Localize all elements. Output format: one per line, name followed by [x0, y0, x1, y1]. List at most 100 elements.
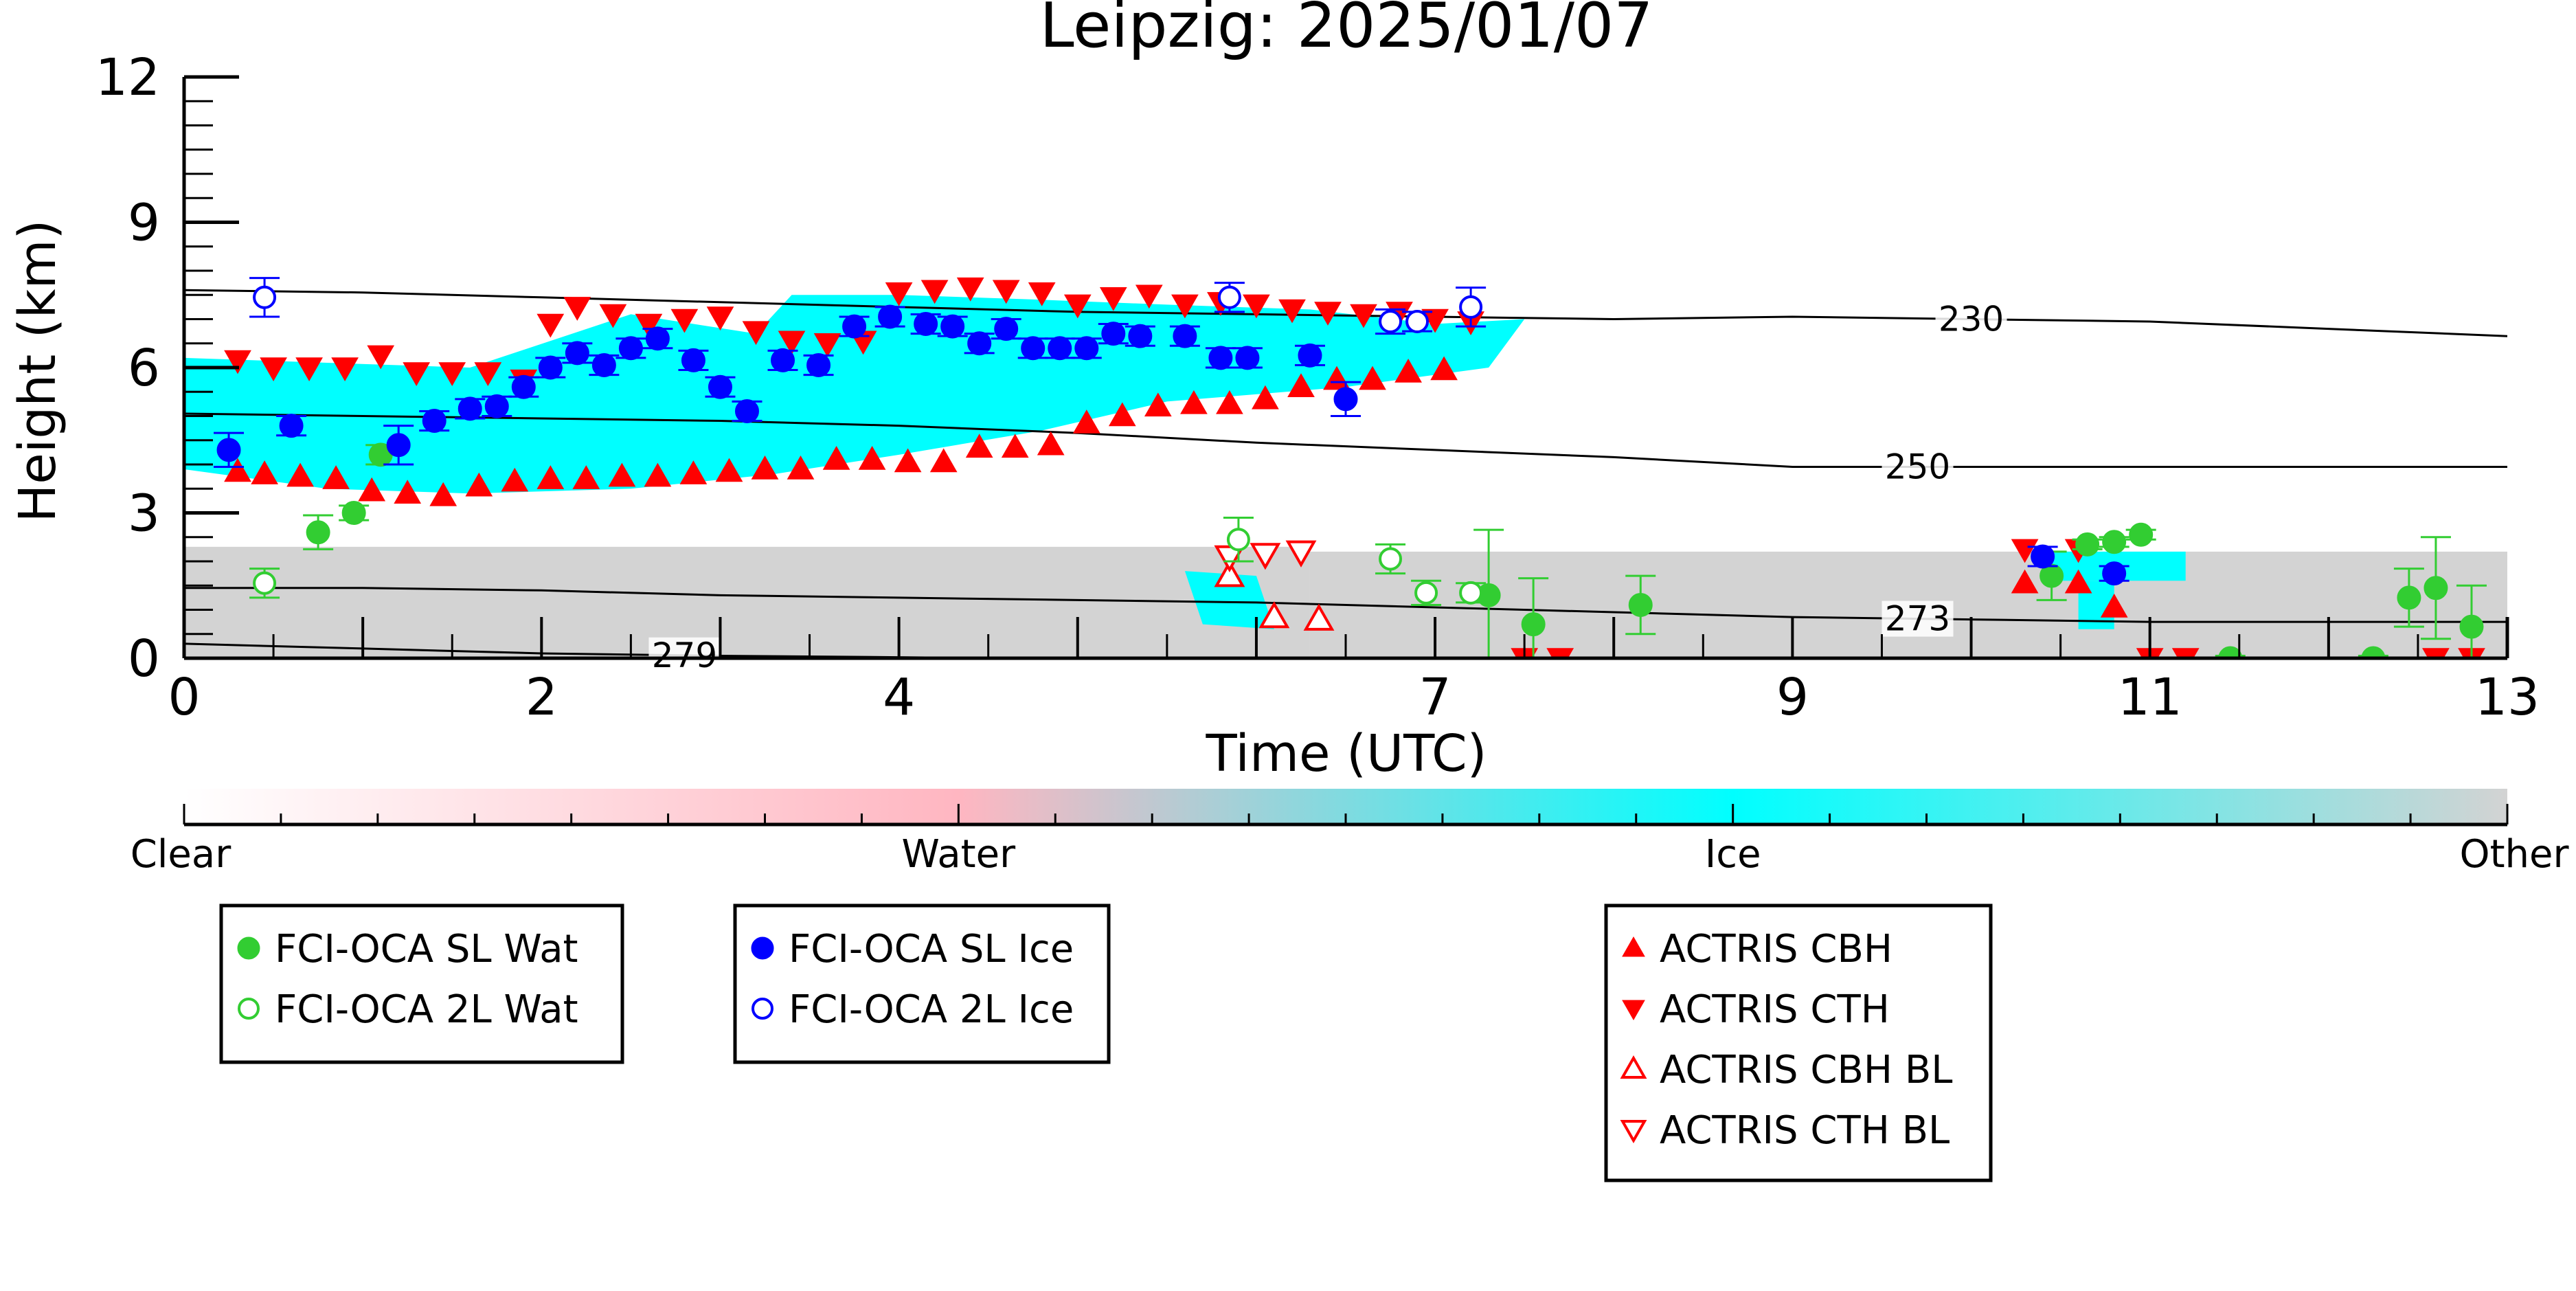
- fci-oca-sl-ice-point-31: [1298, 343, 1322, 368]
- fci-oca-2l-wat-point-4: [1459, 581, 1483, 605]
- fci-oca-sl-ice-point-24: [1048, 336, 1072, 361]
- fci-oca-sl-wat-point-0: [306, 520, 330, 545]
- fci-oca-sl-ice-point-19: [914, 312, 938, 337]
- x-axis-label: Time (UTC): [1205, 724, 1487, 783]
- x-tick-label-0: 0: [168, 668, 200, 727]
- fci-oca-sl-wat-point-6: [2129, 522, 2154, 547]
- legend-label-fci-oca-sl-ice: FCI-OCA SL Ice: [789, 927, 1074, 972]
- fci-oca-sl-wat-point-4: [2075, 532, 2100, 557]
- legend-marker-fci-oca-sl-ice: [751, 936, 774, 960]
- colorbar: Clear Water Ice Other: [131, 789, 2569, 877]
- actris-cth-point-37: [1546, 648, 1574, 658]
- actris-cth-point-38: [2011, 539, 2039, 563]
- fci-oca-sl-ice-point-18: [878, 304, 903, 329]
- actris-cbh-point-4: [358, 477, 386, 502]
- actris-cbh-point-6: [429, 482, 457, 506]
- actris-cbh-point-26: [1144, 392, 1172, 417]
- y-axis-label: Height (km): [8, 220, 67, 523]
- fci-oca-sl-ice-point-27: [1128, 324, 1153, 348]
- fci-oca-sl-ice-point-3: [422, 409, 447, 434]
- actris-cbh-point-20: [929, 448, 958, 473]
- actris-cbh-point-7: [465, 472, 493, 497]
- series-actris-cbh: [224, 356, 2128, 618]
- fci-oca-sl-ice-point-25: [1074, 336, 1099, 361]
- fci-oca-sl-ice-point-13: [708, 374, 732, 399]
- plot-content: [184, 277, 2507, 658]
- actris-cth-point-41: [2171, 648, 2200, 658]
- fci-oca-sl-wat-point-8: [1521, 612, 1546, 637]
- fci-oca-2l-wat-point-1: [1226, 528, 1250, 552]
- fci-oca-sl-ice-point-1: [279, 414, 304, 438]
- fci-oca-2l-wat-point-0: [253, 571, 277, 595]
- contour-label-250: 250: [1885, 447, 1950, 487]
- fci-oca-2l-ice-point-4: [1459, 295, 1483, 319]
- actris-cbh-point-0: [224, 458, 251, 482]
- actris-cth-point-15: [742, 321, 770, 346]
- actris-cth-point-20: [920, 280, 949, 304]
- fci-oca-sl-ice-point-9: [591, 352, 616, 377]
- y-tick-label-6: 6: [128, 339, 160, 398]
- legend-label-fci-oca-2l-ice: FCI-OCA 2L Ice: [789, 987, 1074, 1032]
- fci-oca-sl-ice-point-5: [484, 394, 509, 418]
- colorbar-label-ice: Ice: [1705, 832, 1761, 877]
- actris-cth-point-16: [778, 330, 806, 355]
- contour-250: [184, 412, 2507, 468]
- actris-cth-point-4: [367, 345, 395, 370]
- legend: FCI-OCA SL Wat FCI-OCA 2L Wat FCI-OCA SL I…: [219, 903, 1993, 1182]
- x-tick-label-9: 9: [1776, 668, 1809, 727]
- series-fci-oca-sl-wat: [303, 442, 2487, 658]
- legend-marker-fci-oca-2l-ice: [752, 998, 773, 1020]
- series-fci-oca-sl-ice: [214, 304, 2129, 586]
- fci-oca-sl-wat-point-9: [1628, 592, 1653, 617]
- actris-cth-point-23: [1028, 282, 1056, 306]
- actris-cth-point-5: [403, 362, 431, 387]
- legend-marker-fci-oca-2l-wat: [238, 998, 260, 1020]
- actris-cth-point-14: [706, 306, 734, 331]
- series-fci-oca-2l-ice: [249, 277, 1487, 335]
- fci-oca-sl-ice-point-22: [994, 317, 1019, 341]
- fci-oca-2l-wat-point-2: [1379, 547, 1403, 571]
- x-tick-label-11: 11: [2118, 668, 2182, 727]
- actris-cbh-point-28: [1216, 390, 1243, 414]
- region-ice-3: [1184, 571, 1274, 629]
- fci-oca-sl-ice-point-10: [618, 336, 643, 361]
- actris-cbh-point-36: [2064, 569, 2092, 594]
- fci-oca-sl-ice-point-14: [734, 398, 759, 423]
- actris-cbh-point-16: [787, 455, 815, 480]
- actris-cbh-point-24: [1072, 409, 1100, 434]
- actris-cth-bl-point-2: [1285, 540, 1317, 568]
- fci-oca-sl-wat-point-14: [2459, 614, 2484, 639]
- actris-cth-point-29: [1243, 294, 1270, 319]
- fci-oca-sl-ice-point-15: [771, 348, 795, 372]
- legend-label-actris-cth-bl: ACTRIS CTH BL: [1660, 1108, 1950, 1153]
- fci-oca-sl-wat-point-12: [2397, 585, 2421, 610]
- actris-cth-point-31: [1314, 302, 1342, 326]
- actris-cbh-bl-point-0: [1214, 560, 1245, 587]
- actris-cth-point-12: [635, 313, 663, 338]
- fci-oca-sl-ice-point-11: [645, 326, 670, 351]
- fci-oca-sl-ice-point-4: [457, 396, 482, 421]
- fci-oca-2l-ice-point-0: [253, 285, 277, 309]
- actris-cbh-point-17: [822, 445, 850, 470]
- series-actris-cth-bl: [1214, 540, 1317, 573]
- fci-oca-sl-ice-point-34: [2102, 561, 2127, 586]
- contour-label-bg-273: [1882, 600, 1954, 637]
- fci-oca-sl-ice-point-28: [1173, 324, 1197, 348]
- actris-cth-point-11: [599, 304, 627, 328]
- fci-oca-sl-ice-point-21: [967, 331, 992, 356]
- actris-cbh-point-21: [965, 434, 993, 458]
- actris-cth-point-27: [1171, 294, 1199, 319]
- actris-cbh-point-5: [394, 480, 422, 504]
- actris-cbh-point-37: [2100, 593, 2128, 618]
- fci-oca-sl-ice-point-29: [1208, 346, 1233, 370]
- actris-cth-point-3: [331, 357, 359, 382]
- fci-oca-sl-wat-point-11: [2361, 646, 2386, 658]
- actris-cbh-point-18: [858, 445, 886, 470]
- actris-cbh-point-19: [894, 448, 922, 473]
- actris-cbh-point-32: [1359, 366, 1386, 390]
- series-actris-cth: [224, 277, 2485, 658]
- fci-oca-sl-ice-point-8: [565, 341, 589, 366]
- fci-oca-sl-ice-point-17: [842, 314, 867, 339]
- legend-box-2: [733, 903, 1111, 1064]
